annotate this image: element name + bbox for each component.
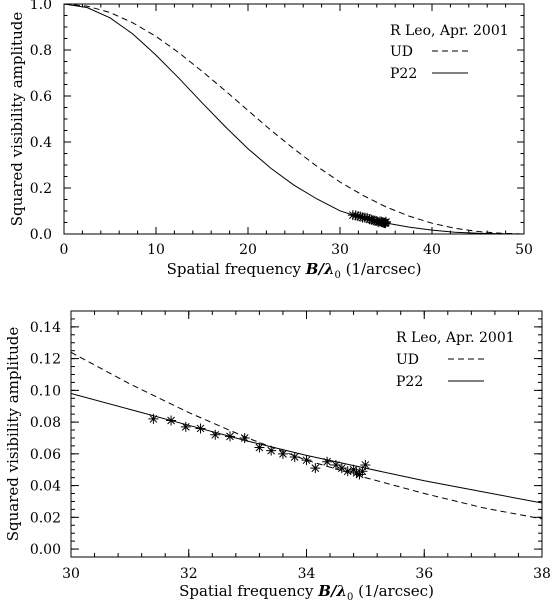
data-point <box>277 448 288 459</box>
data-point <box>381 216 391 227</box>
x-tick-label: 32 <box>180 566 198 582</box>
series-group <box>71 351 542 520</box>
x-axis-title-suffix: (1/arcsec) <box>341 260 422 278</box>
x-axis-title-slash: / <box>316 260 325 278</box>
y-tick-label: 0.4 <box>30 135 52 151</box>
x-axis-title-lambda: λ <box>323 260 335 278</box>
data-point <box>210 429 221 440</box>
data-point <box>180 421 191 432</box>
y-tick-label: 0.04 <box>30 479 61 495</box>
x-axis-title-suffix: (1/arcsec) <box>353 582 434 600</box>
data-point <box>342 466 353 477</box>
data-point <box>336 463 347 474</box>
y-tick-label: 0.08 <box>30 415 61 431</box>
data-point <box>239 432 250 443</box>
y-tick-label: 0.06 <box>30 447 61 463</box>
x-axis-title-slash: / <box>329 582 338 600</box>
legend-label-p22: P22 <box>396 374 423 390</box>
legend-label-ud: UD <box>390 44 413 60</box>
data-point <box>224 431 235 442</box>
data-point <box>330 459 341 470</box>
data-point <box>350 210 361 221</box>
series-group <box>64 4 524 234</box>
x-axis-title-prefix: Spatial frequency <box>167 260 306 278</box>
y-tick-label: 0.8 <box>30 43 52 59</box>
data-point <box>301 455 312 466</box>
y-tick-label: 0.6 <box>30 89 52 105</box>
series-line-p22 <box>64 4 524 234</box>
x-axis-title-lambda: λ <box>335 582 347 600</box>
series-line-p22 <box>71 393 542 504</box>
y-tick-label: 0.00 <box>30 542 61 558</box>
x-axis-title: Spatial frequency B/λ0 (1/arcsec) <box>167 260 422 281</box>
y-tick-label: 0.02 <box>30 510 61 526</box>
data-point <box>289 452 300 463</box>
y-tick-label: 0.14 <box>30 320 61 336</box>
data-point <box>148 413 159 424</box>
x-tick-label: 38 <box>533 566 551 582</box>
x-tick-label: 0 <box>60 242 69 258</box>
y-tick-label: 0.10 <box>30 383 61 399</box>
x-tick-label: 36 <box>415 566 433 582</box>
plot-frame <box>70 310 543 558</box>
x-axis-title: Spatial frequency B/λ0 (1/arcsec) <box>179 582 434 602</box>
x-axis-title-sub: 0 <box>347 592 353 602</box>
series-line-ud <box>71 351 542 520</box>
chart-top: 0 10 20 30 40 50 0.0 0.2 0.4 0.6 0.8 1.0 Spatial fre… <box>8 0 533 281</box>
x-axis-title-sub: 0 <box>334 270 340 281</box>
data-point <box>195 423 206 434</box>
data-point <box>166 415 177 426</box>
x-axis-title-b: B <box>305 260 319 278</box>
data-point <box>351 467 362 478</box>
x-tick-label: 20 <box>239 242 257 258</box>
legend-title: R Leo, Apr. 2001 <box>390 23 509 39</box>
x-tick-label: 34 <box>298 566 316 582</box>
y-tick-label: 0.2 <box>30 181 52 197</box>
x-tick-label: 40 <box>423 242 441 258</box>
x-tick-label: 30 <box>62 566 80 582</box>
data-point <box>357 466 368 477</box>
data-point <box>266 445 277 456</box>
data-point <box>360 459 371 470</box>
data-point <box>254 442 265 453</box>
chart-bottom: 30 32 34 36 38 0.00 0.02 0.04 0.06 0.08 0.10 0.12 0.… <box>4 310 551 602</box>
legend-label-ud: UD <box>396 352 419 368</box>
data-point <box>310 463 321 474</box>
data-point <box>362 212 373 223</box>
data-point <box>322 456 333 467</box>
series-line-ud <box>64 4 524 234</box>
y-axis-title: Squared visibility amplitude <box>4 327 22 542</box>
y-tick-label: 1.0 <box>30 0 52 13</box>
legend-label-p22: P22 <box>390 66 417 82</box>
data-point <box>355 211 366 222</box>
legend-title: R Leo, Apr. 2001 <box>396 330 515 346</box>
x-tick-label: 10 <box>147 242 165 258</box>
x-tick-label: 50 <box>515 242 533 258</box>
x-tick-label: 30 <box>331 242 349 258</box>
y-tick-label: 0.0 <box>30 227 52 243</box>
x-axis-title-prefix: Spatial frequency <box>179 582 318 600</box>
x-axis-title-b: B <box>317 582 331 600</box>
y-axis-title: Squared visibility amplitude <box>8 12 26 227</box>
y-tick-label: 0.12 <box>30 352 61 368</box>
